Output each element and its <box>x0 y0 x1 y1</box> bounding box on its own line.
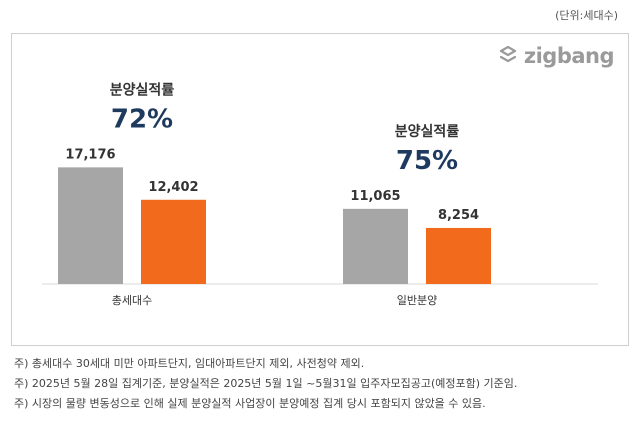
zigbang-logo: zigbang <box>497 44 615 68</box>
category-label: 총세대수 <box>112 294 152 307</box>
footnote-3: 주) 시장의 물량 변동성으로 인해 실제 분양실적 사업장이 분양예정 집계 … <box>14 397 486 410</box>
zigbang-logo-icon <box>499 45 516 63</box>
bar-1-2 <box>343 208 408 284</box>
category-label: 일반분양 <box>397 293 437 307</box>
bar-2-1 <box>141 199 206 284</box>
data-label: 8,254 <box>438 208 479 223</box>
rate-title: 분양실적률 <box>395 123 460 140</box>
rate-value: 72% <box>111 104 173 134</box>
rate-value: 75% <box>396 146 458 176</box>
rate-title: 분양실적률 <box>110 81 175 98</box>
chart-frame: zigbang 17,176 12,402 총세대수 분양실적률 72% 11,065 8,… <box>11 33 629 346</box>
data-label: 11,065 <box>350 189 400 204</box>
unit-label: (단위:세대수) <box>555 9 618 22</box>
footnotes: 주) 총세대수 30세대 미만 아파트단지, 임대아파트단지 제외, 사전청약 … <box>14 354 517 414</box>
bar-1-1 <box>58 167 123 284</box>
logo-text: zigbang <box>523 44 615 68</box>
footnote-2: 주) 2025년 5월 28일 집계기준, 분양실적은 2025년 5월 1일 … <box>14 377 518 390</box>
bar-chart: 17,176 12,402 총세대수 분양실적률 72% 11,065 8,254 일반분양 분… <box>42 81 598 307</box>
bar-2-2 <box>426 227 491 284</box>
data-label: 17,176 <box>65 147 115 162</box>
data-label: 12,402 <box>148 180 198 195</box>
footnote-1: 주) 총세대수 30세대 미만 아파트단지, 임대아파트단지 제외, 사전청약 … <box>14 357 365 370</box>
